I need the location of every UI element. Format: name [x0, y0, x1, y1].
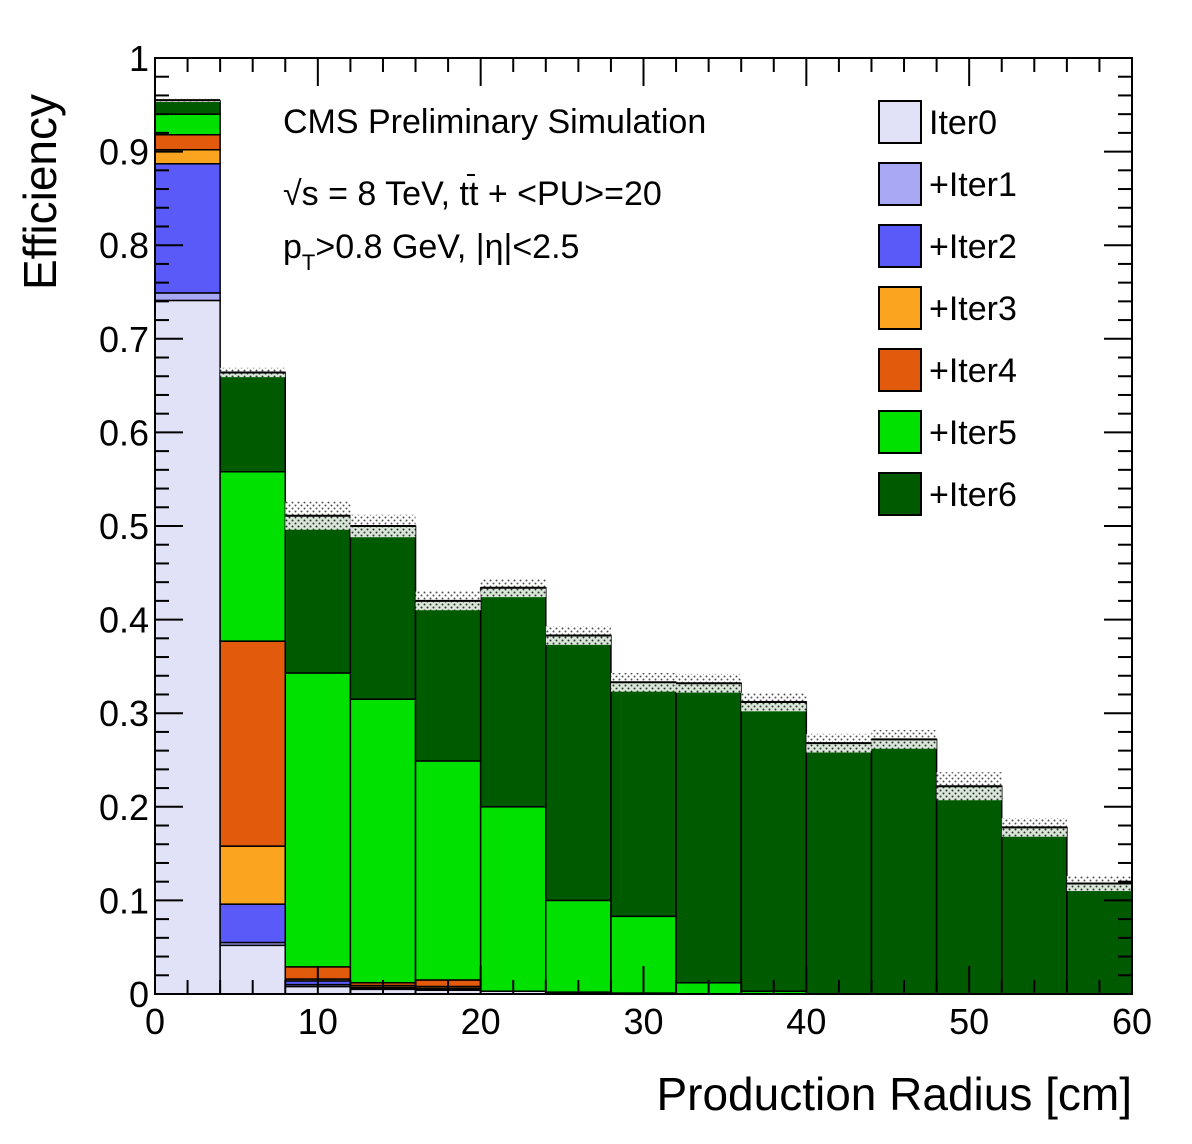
legend-label-iter5: +Iter5	[929, 414, 1017, 452]
bar-iter5-bin-6	[545, 899, 612, 993]
bar-iter4-bin-0	[154, 134, 221, 151]
legend-swatch-iter4	[878, 348, 922, 392]
legend-swatch-iter1	[878, 162, 922, 206]
legend-swatch-iter3	[878, 286, 922, 330]
annotation-line2: √s = 8 TeV, tt + <PU>=20	[283, 175, 662, 213]
x-axis-title: Production Radius [cm]	[656, 1068, 1132, 1120]
x-tick-label: 30	[623, 1001, 663, 1042]
bar-iter5-bin-4	[414, 760, 482, 981]
bar-iter6-bin-5	[479, 587, 547, 808]
y-tick-label: 0.1	[99, 880, 149, 921]
bar-iter5-bin-0	[154, 113, 221, 136]
y-tick-label: 0.9	[99, 132, 149, 173]
legend-label-iter0: Iter0	[929, 104, 997, 142]
x-tick-label: 0	[145, 1001, 165, 1042]
legend: Iter0 +Iter1 +Iter2 +Iter3 +Iter4 +Iter5 +Iter…	[878, 100, 1017, 516]
annotation-line1: CMS Preliminary Simulation	[283, 103, 706, 141]
bar-iter0-bin-0	[154, 299, 221, 995]
legend-swatch-iter2	[878, 224, 922, 268]
bars-layer	[154, 100, 1133, 995]
y-tick-label: 0.5	[99, 506, 149, 547]
bar-iter2-bin-1	[219, 903, 287, 944]
bar-iter6-bin-11	[870, 738, 938, 995]
bar-iter2-bin-0	[154, 163, 221, 294]
annotation-sub-t: T	[302, 250, 315, 275]
bar-iter5-bin-5	[479, 806, 547, 992]
annotation-line3: pT>0.8 GeV, |η|<2.5	[283, 228, 579, 275]
bar-iter6-bin-0	[154, 100, 221, 115]
bar-iter6-bin-7	[610, 681, 677, 918]
bar-iter6-bin-9	[740, 701, 808, 992]
legend-label-iter4: +Iter4	[929, 352, 1017, 390]
bar-iter6-bin-3	[349, 525, 417, 700]
y-tick-label: 0.3	[99, 693, 149, 734]
y-tick-label: 1	[129, 38, 149, 79]
y-tick-label: 0	[129, 974, 149, 1015]
legend-swatch-iter6	[878, 472, 922, 516]
y-tick-label: 0.6	[99, 412, 149, 453]
x-tick-label: 60	[1112, 1001, 1152, 1042]
bar-iter6-bin-13	[1000, 826, 1068, 995]
x-tick-label: 20	[461, 1001, 501, 1042]
annotation-line2-rest: = 8 TeV, tt + <PU>=20	[319, 175, 662, 213]
bar-iter1-bin-0	[154, 292, 221, 302]
y-axis-title: Efficiency	[14, 94, 66, 290]
y-tick-label: 0.7	[99, 319, 149, 360]
bar-iter5-bin-2	[284, 672, 352, 968]
bar-iter6-bin-4	[414, 600, 482, 762]
x-tick-label: 40	[786, 1001, 826, 1042]
ticks-layer: 0 10 20 30 40 50 60 0 0.1 0.2 0.3 0.4 0.5 0.6 0.7 0.8 0.…	[99, 38, 1152, 1042]
y-tick-label: 0.8	[99, 225, 149, 266]
outline-layer	[155, 99, 1132, 885]
bar-iter5-bin-1	[219, 470, 287, 642]
y-tick-label: 0.2	[99, 787, 149, 828]
bar-iter6-bin-10	[805, 742, 873, 995]
annotation-line3-rest: >0.8 GeV, |η|<2.5	[315, 228, 579, 266]
bar-iter3-bin-1	[219, 845, 287, 905]
x-tick-label: 10	[298, 1001, 338, 1042]
legend-label-iter3: +Iter3	[929, 290, 1017, 328]
bar-iter6-bin-6	[545, 634, 612, 902]
legend-swatch-iter5	[878, 410, 922, 454]
legend-label-iter1: +Iter1	[929, 166, 1017, 204]
annotation-sqrt-s: √s	[283, 175, 319, 213]
bar-iter6-bin-12	[935, 785, 1003, 995]
bar-iter4-bin-1	[219, 640, 287, 847]
y-tick-label: 0.4	[99, 600, 149, 641]
bar-iter6-bin-8	[675, 682, 742, 984]
bar-iter5-bin-3	[349, 698, 417, 984]
bar-iter6-bin-1	[219, 371, 287, 473]
bar-iter6-bin-2	[284, 514, 352, 674]
legend-swatch-iter0	[878, 100, 922, 144]
legend-label-iter2: +Iter2	[929, 228, 1017, 266]
annotation-block: CMS Preliminary Simulation √s = 8 TeV, t…	[283, 103, 706, 275]
legend-label-iter6: +Iter6	[929, 476, 1017, 514]
x-tick-label: 50	[949, 1001, 989, 1042]
annotation-p: p	[283, 228, 302, 266]
